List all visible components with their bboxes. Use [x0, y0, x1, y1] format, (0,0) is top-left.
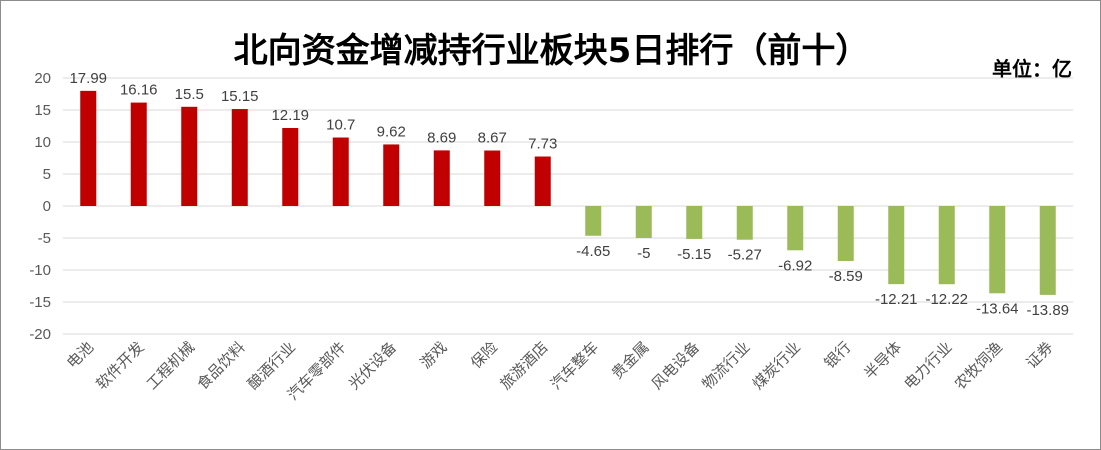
y-tick-label: 20 — [34, 70, 51, 87]
y-tick-label: -5 — [38, 230, 51, 247]
y-tick-label: -15 — [29, 294, 51, 311]
category-label: 贵金属 — [608, 338, 653, 383]
category-label: 银行 — [821, 338, 855, 372]
data-label: -5.15 — [677, 246, 711, 263]
data-label: -13.89 — [1026, 302, 1069, 319]
data-label: -6.92 — [778, 257, 812, 274]
data-label: 15.5 — [175, 86, 204, 103]
category-label: 游戏 — [417, 338, 451, 372]
category-label: 证券 — [1023, 338, 1057, 372]
bar — [231, 109, 248, 206]
category-label: 农牧饲渔 — [951, 338, 1006, 393]
bar — [787, 206, 804, 251]
bar — [80, 90, 97, 206]
y-tick-label: -10 — [29, 262, 51, 279]
bar — [989, 206, 1006, 294]
data-label: -13.64 — [976, 300, 1019, 317]
category-label: 煤炭行业 — [749, 338, 804, 393]
bar — [888, 206, 905, 285]
data-label: 12.19 — [271, 107, 309, 124]
chart-title: 北向资金增减持行业板块5日排行（前十） — [233, 31, 870, 71]
category-label: 电池 — [63, 338, 97, 372]
bar — [736, 206, 753, 240]
data-label: -5.27 — [728, 247, 762, 264]
bar — [837, 206, 854, 261]
category-label: 食品饮料 — [193, 338, 248, 393]
category-label: 光伏设备 — [345, 338, 400, 393]
data-label: 7.73 — [528, 136, 557, 153]
bar — [282, 127, 299, 206]
category-labels: 电池软件开发工程机械食品饮料酿酒行业汽车零部件光伏设备 游戏 保险旅游酒店汽车整车贵… — [63, 338, 1056, 404]
data-label: -5 — [637, 245, 650, 262]
data-label: -12.21 — [875, 291, 918, 308]
category-label: 物流行业 — [698, 338, 753, 393]
data-label: 17.99 — [69, 70, 107, 87]
bar — [484, 150, 501, 206]
category-label: 保险 — [467, 338, 501, 372]
data-label: 8.69 — [427, 129, 456, 146]
y-tick-label: 0 — [43, 198, 51, 215]
y-tick-label: 5 — [43, 166, 51, 183]
y-tick-label: 15 — [34, 102, 51, 119]
data-label: 9.62 — [377, 123, 406, 140]
bar — [181, 106, 198, 206]
data-label: -8.59 — [829, 268, 863, 285]
category-label: 风电设备 — [648, 338, 703, 393]
bar — [1039, 206, 1056, 295]
data-labels: 17.99 16.16 15.5 15.15 12.19 10.7 9.62 8.69 8.67… — [69, 70, 1069, 319]
y-axis-ticks: 20 15 10 5 0 -5 -10 -15 -20 — [29, 70, 51, 343]
y-tick-label: 10 — [34, 134, 51, 151]
y-tick-label: -20 — [29, 326, 51, 343]
gridlines — [63, 77, 1073, 335]
category-label: 旅游酒店 — [496, 338, 551, 393]
data-label: 10.7 — [326, 117, 355, 134]
bar — [635, 206, 652, 238]
data-label: 8.67 — [478, 130, 507, 147]
category-label: 工程机械 — [143, 338, 198, 393]
bar — [938, 206, 955, 285]
bar — [686, 206, 703, 239]
bar — [433, 150, 450, 206]
category-label: 电力行业 — [900, 338, 955, 393]
bar — [585, 206, 602, 236]
category-label: 半导体 — [861, 338, 906, 383]
bar — [332, 137, 349, 206]
category-label: 汽车整车 — [547, 338, 602, 393]
data-label: -12.22 — [925, 291, 968, 308]
bar — [383, 144, 400, 206]
data-label: 15.15 — [221, 88, 259, 105]
data-label: -4.65 — [576, 243, 610, 260]
category-label: 软件开发 — [92, 338, 147, 393]
bars — [80, 90, 1056, 295]
unit-label: 单位：亿 — [992, 57, 1072, 81]
bar — [534, 156, 551, 206]
bar — [130, 102, 147, 206]
data-label: 16.16 — [120, 82, 158, 99]
